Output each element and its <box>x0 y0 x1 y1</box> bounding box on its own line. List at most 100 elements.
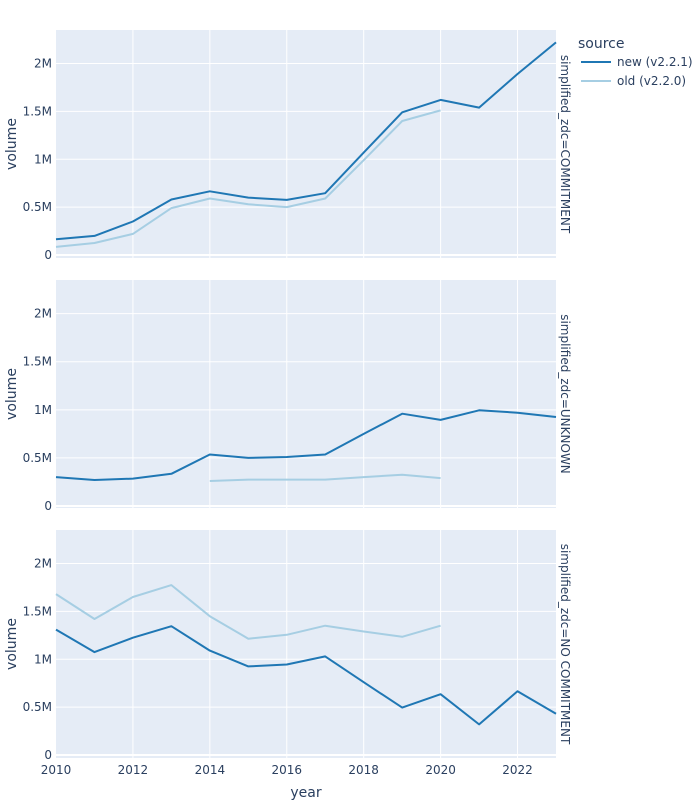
data-point[interactable] <box>54 592 59 597</box>
series-line-old[interactable] <box>209 473 441 482</box>
data-point[interactable] <box>92 478 97 483</box>
data-point[interactable] <box>438 108 443 113</box>
data-point[interactable] <box>207 196 212 201</box>
data-point[interactable] <box>284 662 289 667</box>
data-point[interactable] <box>207 189 212 194</box>
data-point[interactable] <box>54 237 59 242</box>
data-point[interactable] <box>323 623 328 628</box>
facet-panel-1: 0 0.5M 1M 1.5M 2M volume simplified_zdc=UNKNOW… <box>4 280 572 513</box>
data-point[interactable] <box>400 472 405 477</box>
data-point[interactable] <box>169 624 174 629</box>
series-line-new[interactable] <box>55 625 557 726</box>
data-point[interactable] <box>130 476 135 481</box>
data-point[interactable] <box>515 410 520 415</box>
x-tick-label: 2014 <box>195 763 226 777</box>
data-point[interactable] <box>130 635 135 640</box>
data-point[interactable] <box>207 452 212 457</box>
y-tick-label: 0 <box>44 499 52 513</box>
data-point[interactable] <box>284 477 289 482</box>
data-point[interactable] <box>54 244 59 249</box>
x-tick-label: 2016 <box>271 763 302 777</box>
data-point[interactable] <box>323 191 328 196</box>
data-point[interactable] <box>130 219 135 224</box>
data-point[interactable] <box>92 233 97 238</box>
legend-label: old (v2.2.0) <box>617 74 686 88</box>
x-tick-label: 2010 <box>41 763 72 777</box>
data-point[interactable] <box>477 408 482 413</box>
data-point[interactable] <box>54 627 59 632</box>
data-point[interactable] <box>515 72 520 77</box>
data-point[interactable] <box>284 632 289 637</box>
data-point[interactable] <box>400 411 405 416</box>
y-tick-label: 0.5M <box>23 451 52 465</box>
data-point[interactable] <box>92 617 97 622</box>
data-point[interactable] <box>246 636 251 641</box>
data-point[interactable] <box>92 650 97 655</box>
legend: source new (v2.2.1) old (v2.2.0) <box>578 36 693 88</box>
data-point[interactable] <box>323 477 328 482</box>
facet-panel-2: 0 0.5M 1M 1.5M 2M volume simplified_zdc=NO COM… <box>4 530 572 762</box>
data-point[interactable] <box>438 476 443 481</box>
data-point[interactable] <box>169 197 174 202</box>
data-point[interactable] <box>284 205 289 210</box>
data-point[interactable] <box>554 40 559 45</box>
data-point[interactable] <box>400 110 405 115</box>
data-point[interactable] <box>438 417 443 422</box>
data-point[interactable] <box>400 118 405 123</box>
data-point[interactable] <box>361 475 366 480</box>
data-point[interactable] <box>477 105 482 110</box>
data-point[interactable] <box>169 583 174 588</box>
data-point[interactable] <box>361 150 366 155</box>
data-point[interactable] <box>284 454 289 459</box>
data-point[interactable] <box>438 97 443 102</box>
legend-item-old[interactable]: old (v2.2.0) <box>581 74 686 88</box>
y-tick-label: 2M <box>34 557 52 571</box>
data-point[interactable] <box>515 689 520 694</box>
data-point[interactable] <box>554 711 559 716</box>
data-point[interactable] <box>169 206 174 211</box>
data-point[interactable] <box>246 195 251 200</box>
data-point[interactable] <box>207 478 212 483</box>
y-tick-label: 1.5M <box>23 604 52 618</box>
plot-background <box>56 30 556 258</box>
data-point[interactable] <box>554 415 559 420</box>
data-point[interactable] <box>438 623 443 628</box>
data-point[interactable] <box>477 722 482 727</box>
data-point[interactable] <box>207 614 212 619</box>
data-point[interactable] <box>323 196 328 201</box>
data-point[interactable] <box>361 158 366 163</box>
y-axis-title: volume <box>4 618 20 670</box>
data-point[interactable] <box>438 692 443 697</box>
data-point[interactable] <box>54 475 59 480</box>
data-point[interactable] <box>400 705 405 710</box>
data-point[interactable] <box>361 629 366 634</box>
series-line-old[interactable] <box>55 109 441 248</box>
plot-background <box>56 280 556 508</box>
data-point[interactable] <box>400 634 405 639</box>
data-point[interactable] <box>323 654 328 659</box>
y-tick-label: 2M <box>34 57 52 71</box>
data-point[interactable] <box>92 241 97 246</box>
data-point[interactable] <box>246 664 251 669</box>
data-point[interactable] <box>361 680 366 685</box>
x-axis-title: year <box>290 785 321 800</box>
data-point[interactable] <box>130 595 135 600</box>
data-point[interactable] <box>323 452 328 457</box>
series-line-new[interactable] <box>55 41 557 241</box>
data-point[interactable] <box>246 455 251 460</box>
legend-title: source <box>578 36 625 52</box>
data-point[interactable] <box>246 477 251 482</box>
data-point[interactable] <box>361 431 366 436</box>
x-tick-label: 2022 <box>502 763 533 777</box>
data-point[interactable] <box>207 648 212 653</box>
y-tick-label: 0 <box>44 248 52 262</box>
data-point[interactable] <box>169 471 174 476</box>
data-point[interactable] <box>284 197 289 202</box>
data-point[interactable] <box>246 202 251 207</box>
legend-item-new[interactable]: new (v2.2.1) <box>581 55 693 69</box>
series-line-new[interactable] <box>55 409 557 481</box>
y-tick-label: 1M <box>34 403 52 417</box>
data-point[interactable] <box>130 231 135 236</box>
series-line-old[interactable] <box>55 584 441 640</box>
